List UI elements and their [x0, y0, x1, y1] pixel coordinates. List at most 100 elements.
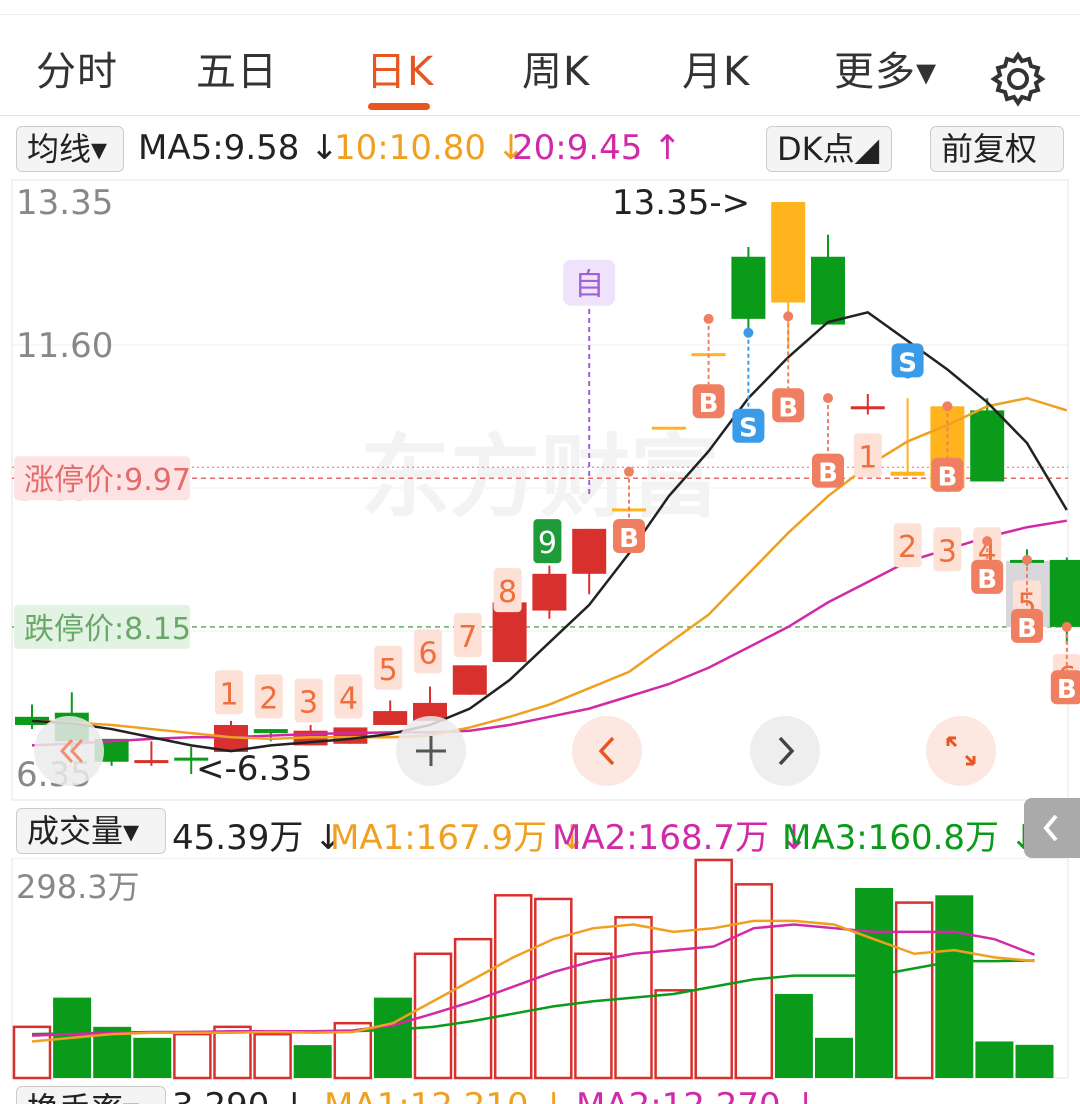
- y-axis-label: 13.35: [16, 183, 113, 223]
- candle-body: [1049, 559, 1080, 627]
- chart-frame: [11, 179, 1069, 801]
- signal-badge-label: S: [739, 414, 758, 444]
- crosshair-icon: [416, 736, 446, 766]
- volume-bar: [975, 1041, 1014, 1078]
- signal-badge-label: B: [977, 565, 997, 595]
- high-price-marker: 13.35->: [612, 183, 750, 223]
- signal-badge-label: B: [778, 393, 798, 423]
- signal-badge-label: B: [1057, 675, 1077, 705]
- sequence-tag: [215, 670, 243, 715]
- ma5-line: [31, 310, 1068, 753]
- tab-monthly-k[interactable]: 月K: [682, 49, 751, 95]
- signal-badge: [971, 559, 1004, 594]
- tab-weekly-k[interactable]: 周K: [522, 49, 591, 95]
- sequence-tag-label: 4: [339, 681, 358, 716]
- limit-down-label-bg: [14, 604, 190, 649]
- volume-bar: [815, 1037, 853, 1078]
- limit-up-label: 涨停价:9.97: [24, 463, 191, 498]
- signal-badge: [732, 408, 765, 443]
- tab-more[interactable]: 更多▾: [834, 49, 938, 95]
- signal-badge: [772, 388, 805, 423]
- crosshair-button[interactable]: [396, 716, 466, 786]
- volume-ma1-line: [31, 919, 1035, 1043]
- signal-dot: [743, 327, 754, 338]
- signal-dot: [982, 536, 993, 547]
- self-marker-badge: [563, 259, 616, 306]
- signal-dot: [783, 311, 794, 322]
- kline-svg: 东方财富13.3511.609.858.106.35涨停价:9.97跌停价:8.…: [11, 179, 1080, 801]
- signal-dot: [1022, 554, 1032, 565]
- period-tabs: 分时 五日 日K 周K 月K 更多▾: [0, 14, 1080, 116]
- expand-icon: [946, 736, 976, 766]
- double-left-icon: [59, 738, 84, 764]
- signal-dot: [823, 393, 833, 404]
- volume-chart[interactable]: 298.3万: [0, 857, 1080, 1080]
- candle-body: [492, 602, 527, 663]
- volume-bar: [253, 1032, 292, 1080]
- sequence-tag: [533, 519, 562, 564]
- volume-ma2: MA2:168.7万 ↓: [552, 818, 809, 858]
- signal-badge: [931, 457, 964, 492]
- sequence-tag-label: 3: [938, 534, 957, 569]
- ma5-value: MA5:9.58 ↓: [138, 128, 339, 168]
- volume-bar: [373, 997, 412, 1078]
- signal-badge: [1050, 670, 1080, 705]
- sequence-tag-label: 1: [219, 677, 238, 712]
- volume-bar: [774, 993, 813, 1078]
- sequence-tag-label: 6: [418, 636, 437, 671]
- signal-badge: [613, 519, 645, 554]
- volume-bar: [694, 858, 733, 1080]
- gear-icon[interactable]: [990, 51, 1046, 107]
- sequence-tag: [294, 678, 323, 723]
- volume-bar: [654, 989, 693, 1080]
- candle-body: [532, 573, 567, 611]
- sequence-tag: [254, 674, 283, 719]
- active-tab-indicator: [368, 103, 430, 110]
- signal-badge: [812, 453, 844, 488]
- candle-body: [373, 711, 408, 725]
- adjust-price-button[interactable]: 前复权: [930, 126, 1064, 172]
- signal-dot: [942, 401, 953, 412]
- volume-bar: [1015, 1044, 1054, 1078]
- prev-button[interactable]: [572, 716, 642, 786]
- signal-badge-label: B: [937, 463, 957, 493]
- signal-dot: [1061, 621, 1072, 632]
- sequence-tag: [374, 645, 403, 690]
- limit-up-label-bg: [14, 456, 190, 501]
- sequence-tag: [853, 433, 882, 478]
- collapse-panel-button[interactable]: [1024, 798, 1080, 858]
- ma10-line: [31, 396, 1068, 741]
- candle-body: [134, 760, 169, 764]
- rewind-button[interactable]: [34, 716, 104, 786]
- candle-body: [572, 528, 607, 574]
- next-button[interactable]: [750, 716, 820, 786]
- tab-intraday[interactable]: 分时: [36, 49, 118, 95]
- fullscreen-button[interactable]: [926, 716, 996, 786]
- chevron-right-icon: [778, 736, 795, 766]
- volume-bar: [574, 952, 613, 1080]
- turnover-select[interactable]: 换手率▾: [16, 1086, 166, 1104]
- volume-select[interactable]: 成交量▾: [16, 808, 166, 854]
- volume-bar: [894, 901, 934, 1080]
- volume-bar: [453, 937, 493, 1080]
- candle-body: [452, 665, 487, 695]
- signal-badge-label: S: [898, 348, 917, 378]
- sequence-tag-label: 3: [299, 685, 318, 720]
- signal-badge-label: B: [619, 524, 639, 554]
- ma20-line: [31, 519, 1068, 747]
- dk-point-button[interactable]: DK点◢: [766, 126, 892, 172]
- sequence-tag: [933, 527, 962, 572]
- tab-daily-k[interactable]: 日K: [366, 49, 435, 95]
- kline-chart[interactable]: 东方财富13.3511.609.858.106.35涨停价:9.97跌停价:8.…: [0, 178, 1080, 804]
- ma-select[interactable]: 均线▾: [16, 126, 124, 172]
- volume-bar: [213, 1025, 252, 1080]
- sequence-tag-label: 8: [498, 575, 517, 610]
- sequence-tag: [414, 629, 442, 674]
- tab-five-day[interactable]: 五日: [196, 49, 278, 95]
- ma10-value: 10:10.80 ↓: [334, 128, 526, 168]
- signal-badge-label: B: [818, 459, 838, 489]
- sequence-tag: [453, 613, 482, 658]
- chevron-left-icon: [598, 736, 615, 766]
- y-axis-label: 11.60: [16, 326, 113, 366]
- signal-dot: [624, 466, 634, 477]
